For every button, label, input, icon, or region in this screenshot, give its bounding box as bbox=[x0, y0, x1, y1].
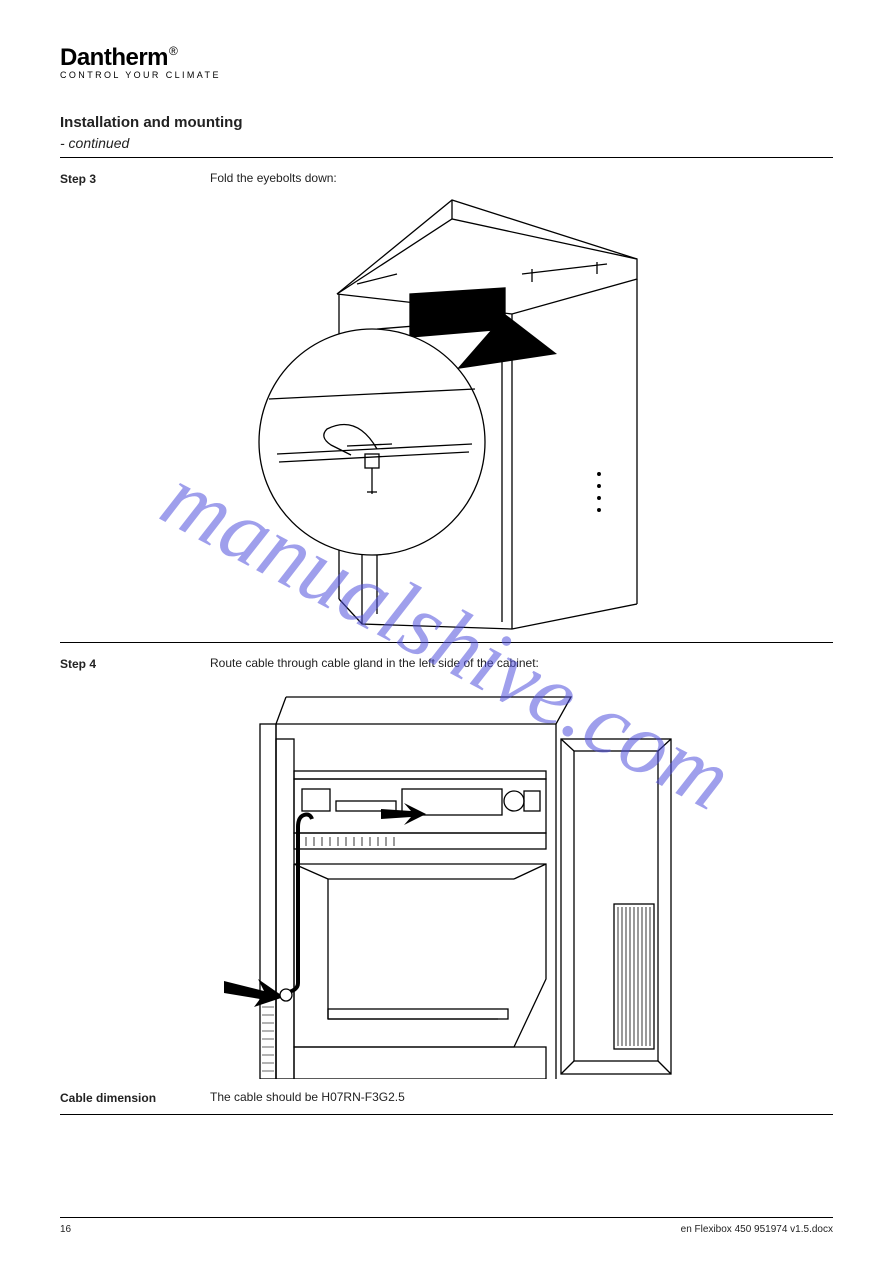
step-divider-1 bbox=[60, 642, 833, 643]
arrow-cable-icon bbox=[224, 979, 284, 1007]
cable-note-block: Cable dimension The cable should be H07R… bbox=[60, 1089, 833, 1105]
page-container: Dantherm® CONTROL YOUR CLIMATE Installat… bbox=[0, 0, 893, 1263]
figure1-container bbox=[60, 194, 833, 632]
logo-text-row: Dantherm® bbox=[60, 44, 833, 72]
step-divider-2 bbox=[60, 1114, 833, 1115]
step4-label: Step 4 bbox=[60, 655, 210, 671]
step3-block: Step 3 Fold the eyebolts down: bbox=[60, 170, 833, 186]
cable-note-label: Cable dimension bbox=[60, 1089, 210, 1105]
cabinet-cable-figure bbox=[216, 679, 678, 1079]
eyebolt-detail-icon bbox=[259, 329, 485, 555]
page-footer: 16 en Flexibox 450 951974 v1.5.docx bbox=[60, 1217, 833, 1235]
cabinet-eyebolt-figure bbox=[247, 194, 647, 632]
section-subtitle: - continued bbox=[60, 135, 833, 151]
step3-text: Fold the eyebolts down: bbox=[210, 170, 833, 186]
step3-label: Step 3 bbox=[60, 170, 210, 186]
page-number: 16 bbox=[60, 1224, 71, 1235]
brand-tagline: CONTROL YOUR CLIMATE bbox=[60, 70, 833, 80]
step4-block: Step 4 Route cable through cable gland i… bbox=[60, 655, 833, 671]
brand-logo: Dantherm® CONTROL YOUR CLIMATE bbox=[60, 44, 833, 80]
doc-reference: en Flexibox 450 951974 v1.5.docx bbox=[681, 1224, 833, 1235]
cable-note-text: The cable should be H07RN-F3G2.5 bbox=[210, 1089, 833, 1105]
arrow-right-icon bbox=[381, 803, 426, 825]
brand-name: Dantherm bbox=[60, 44, 168, 71]
registered-mark: ® bbox=[169, 44, 178, 58]
figure2-container bbox=[60, 679, 833, 1079]
section-divider bbox=[60, 157, 833, 158]
section-title: Installation and mounting bbox=[60, 114, 833, 131]
step4-text: Route cable through cable gland in the l… bbox=[210, 655, 833, 671]
